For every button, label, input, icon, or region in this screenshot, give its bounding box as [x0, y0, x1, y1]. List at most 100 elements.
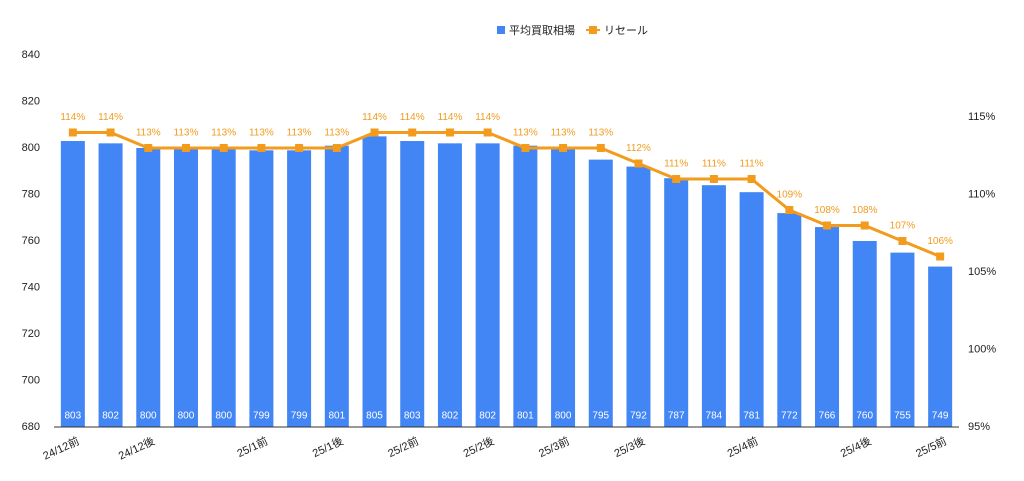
x-tick-label: 25/4後 — [838, 434, 873, 460]
bar — [551, 148, 576, 427]
line-marker — [181, 144, 190, 152]
bar — [588, 159, 613, 427]
y-tick-label: 800 — [22, 142, 40, 154]
x-tick-label: 24/12後 — [116, 434, 157, 463]
bar-value-label: 792 — [630, 411, 647, 422]
line-value-label: 113% — [136, 128, 161, 139]
bar — [98, 143, 123, 427]
y-tick-label: 700 — [22, 374, 40, 386]
bar — [362, 136, 387, 427]
legend-swatch — [497, 26, 505, 34]
x-tick-label: 25/4前 — [725, 434, 760, 460]
line-marker — [68, 128, 77, 137]
line-value-label: 111% — [740, 159, 764, 170]
bar-value-label: 766 — [819, 411, 836, 422]
bar — [777, 213, 802, 427]
line-marker — [936, 252, 945, 261]
bar — [211, 148, 236, 427]
y-tick-label: 740 — [22, 281, 40, 293]
bar-value-label: 803 — [404, 411, 421, 422]
legend-label: 平均買取相場 — [509, 24, 575, 37]
line-marker — [408, 128, 417, 137]
bar-value-label: 772 — [781, 411, 798, 422]
line-value-label: 114% — [438, 112, 463, 123]
bar — [701, 185, 726, 427]
line-marker — [370, 128, 379, 137]
line-value-label: 113% — [324, 128, 349, 139]
line-marker — [823, 221, 832, 230]
line-value-label: 114% — [400, 112, 425, 123]
x-tick-label: 24/12前 — [41, 434, 82, 463]
bar — [287, 150, 312, 427]
line-marker — [672, 175, 681, 183]
bar — [475, 143, 500, 427]
bar-value-label: 795 — [592, 411, 609, 422]
line-value-label: 107% — [890, 221, 916, 232]
line-marker — [521, 144, 530, 152]
line-marker — [483, 128, 492, 137]
line-marker — [559, 144, 568, 152]
line-marker — [898, 237, 907, 245]
line-marker — [295, 144, 304, 152]
bar-value-label: 755 — [894, 411, 911, 422]
bar-value-label: 801 — [517, 411, 534, 422]
y-tick-label: 680 — [22, 421, 40, 433]
x-tick-label: 25/5前 — [913, 434, 948, 460]
line-value-label: 108% — [852, 205, 878, 216]
bar-value-label: 800 — [555, 411, 572, 422]
x-tick-label: 25/1後 — [310, 434, 345, 460]
line-value-label: 114% — [98, 112, 123, 123]
bar-value-label: 803 — [65, 411, 82, 422]
line-marker — [596, 144, 605, 152]
line-marker — [332, 144, 341, 152]
line-marker — [106, 128, 115, 137]
line-value-label: 109% — [777, 190, 803, 201]
bar — [815, 227, 840, 427]
line-marker — [219, 144, 228, 152]
bar-value-label: 802 — [442, 411, 459, 422]
bar-value-label: 800 — [178, 411, 195, 422]
bar — [437, 143, 462, 427]
y2-tick-label: 95% — [968, 421, 990, 433]
line-value-label: 114% — [362, 112, 387, 123]
x-tick-label: 25/2前 — [385, 434, 420, 460]
line-marker — [709, 175, 718, 183]
bar — [739, 192, 764, 427]
line-value-label: 113% — [551, 128, 576, 139]
line-marker — [634, 159, 643, 168]
bar — [928, 266, 953, 427]
y-tick-label: 820 — [22, 95, 40, 107]
bar-value-label: 799 — [291, 411, 308, 422]
bar — [664, 178, 689, 427]
y-tick-label: 780 — [22, 188, 40, 200]
line-value-label: 106% — [927, 236, 953, 247]
bar — [626, 166, 651, 427]
x-tick-label: 25/1前 — [235, 434, 270, 460]
line-value-label: 113% — [174, 128, 199, 139]
line-marker — [257, 144, 266, 152]
line-value-label: 113% — [513, 128, 538, 139]
y-tick-label: 720 — [22, 328, 40, 340]
bar-value-label: 802 — [102, 411, 119, 422]
bar — [249, 150, 274, 427]
line-value-label: 114% — [60, 112, 85, 123]
line-marker — [144, 144, 153, 152]
y2-tick-label: 100% — [968, 343, 996, 355]
line-marker — [747, 175, 756, 183]
bar-value-label: 787 — [668, 411, 685, 422]
legend-swatch — [589, 26, 597, 34]
line-value-label: 111% — [664, 159, 688, 170]
line-marker — [785, 206, 794, 214]
bar — [324, 145, 349, 428]
line-value-label: 113% — [287, 128, 312, 139]
line-marker — [445, 128, 454, 137]
bar — [136, 148, 161, 427]
x-tick-label: 25/3後 — [612, 434, 647, 460]
bar — [173, 148, 198, 427]
bar — [400, 141, 425, 427]
line-value-label: 114% — [475, 112, 500, 123]
legend-label: リセール — [604, 24, 648, 37]
bar-value-label: 749 — [932, 411, 949, 422]
line-value-label: 113% — [249, 128, 274, 139]
